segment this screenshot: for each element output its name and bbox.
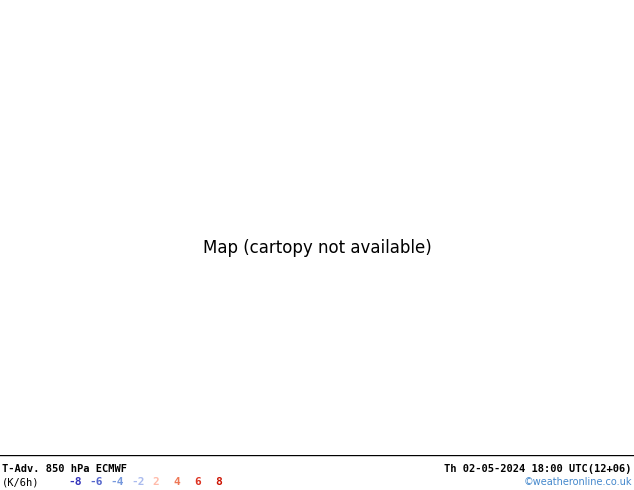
Text: Map (cartopy not available): Map (cartopy not available) xyxy=(203,239,431,257)
Text: -6: -6 xyxy=(89,477,103,487)
Text: Th 02-05-2024 18:00 UTC(12+06): Th 02-05-2024 18:00 UTC(12+06) xyxy=(444,464,632,474)
Text: (K/6h): (K/6h) xyxy=(2,477,39,487)
Text: 4: 4 xyxy=(173,477,180,487)
Text: -2: -2 xyxy=(131,477,145,487)
Text: 8: 8 xyxy=(215,477,222,487)
Text: T-Adv. 850 hPa ECMWF: T-Adv. 850 hPa ECMWF xyxy=(2,464,127,474)
Text: 6: 6 xyxy=(194,477,201,487)
Text: -8: -8 xyxy=(68,477,82,487)
Text: ©weatheronline.co.uk: ©weatheronline.co.uk xyxy=(524,477,632,487)
Text: -4: -4 xyxy=(110,477,124,487)
Text: 2: 2 xyxy=(152,477,158,487)
